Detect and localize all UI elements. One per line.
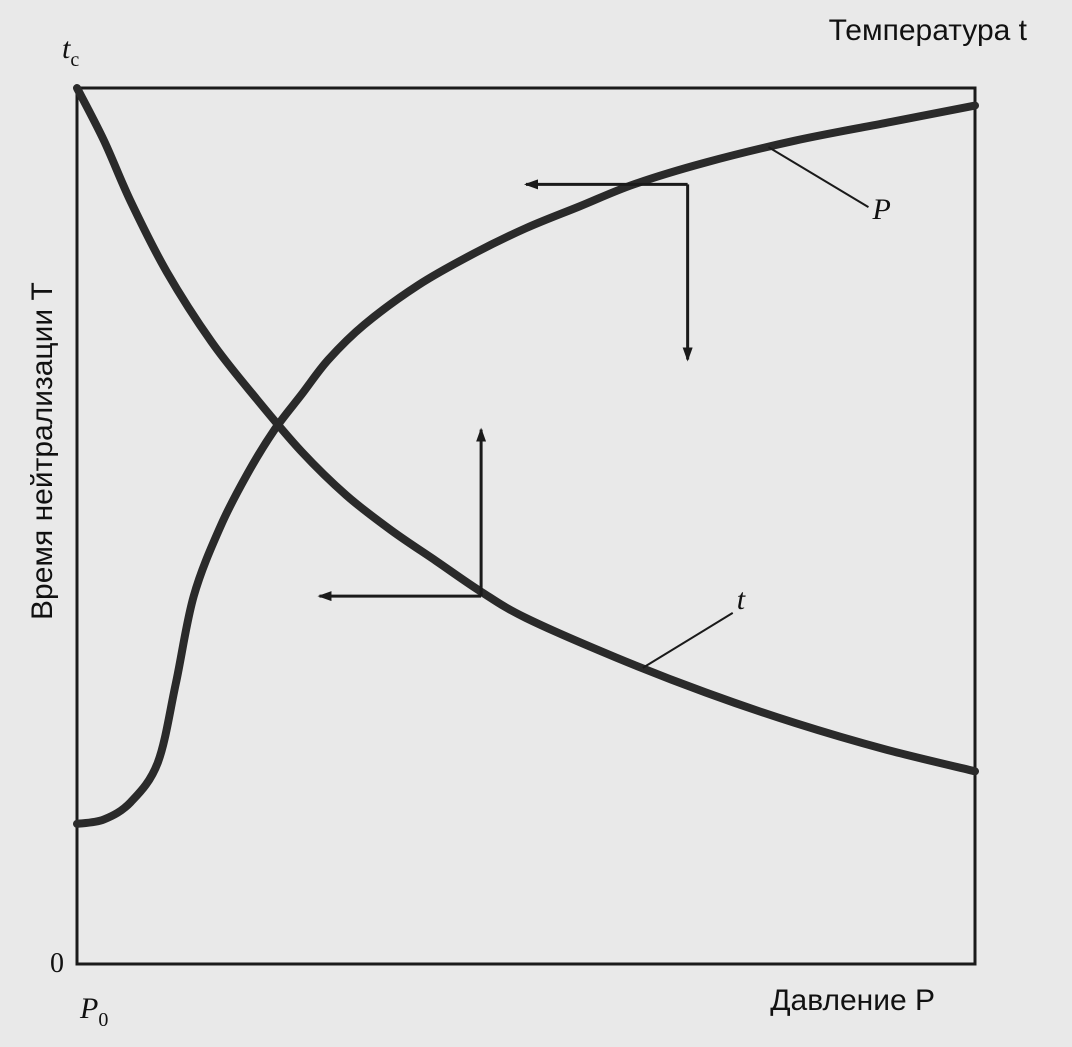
annotation-label-p: P (871, 193, 890, 226)
x-origin-tick-sub: 0 (98, 1009, 108, 1031)
series-line-p (73, 101, 979, 828)
y-top-tick: tc (62, 32, 79, 71)
annotation-leader-t (642, 612, 734, 669)
series-layer (73, 84, 979, 828)
series-line-t (73, 84, 979, 776)
annotation-layer: Pt (642, 146, 891, 669)
x-origin-tick-main: P (79, 992, 98, 1025)
y-axis-label: Время нейтрализации T (26, 282, 59, 620)
x-axis-label: Давление P (770, 984, 935, 1017)
plot-frame (75, 86, 977, 966)
annotation-label-t: t (737, 583, 746, 616)
arrow-layer (317, 179, 693, 602)
y-zero-tick: 0 (50, 948, 64, 979)
x-origin-tick: P0 (79, 992, 108, 1031)
y-top-tick-sub: c (70, 49, 79, 71)
annotation-leader-p (767, 146, 869, 208)
right-axis-label: Температура t (829, 14, 1028, 47)
y-top-tick-main: t (62, 32, 71, 65)
